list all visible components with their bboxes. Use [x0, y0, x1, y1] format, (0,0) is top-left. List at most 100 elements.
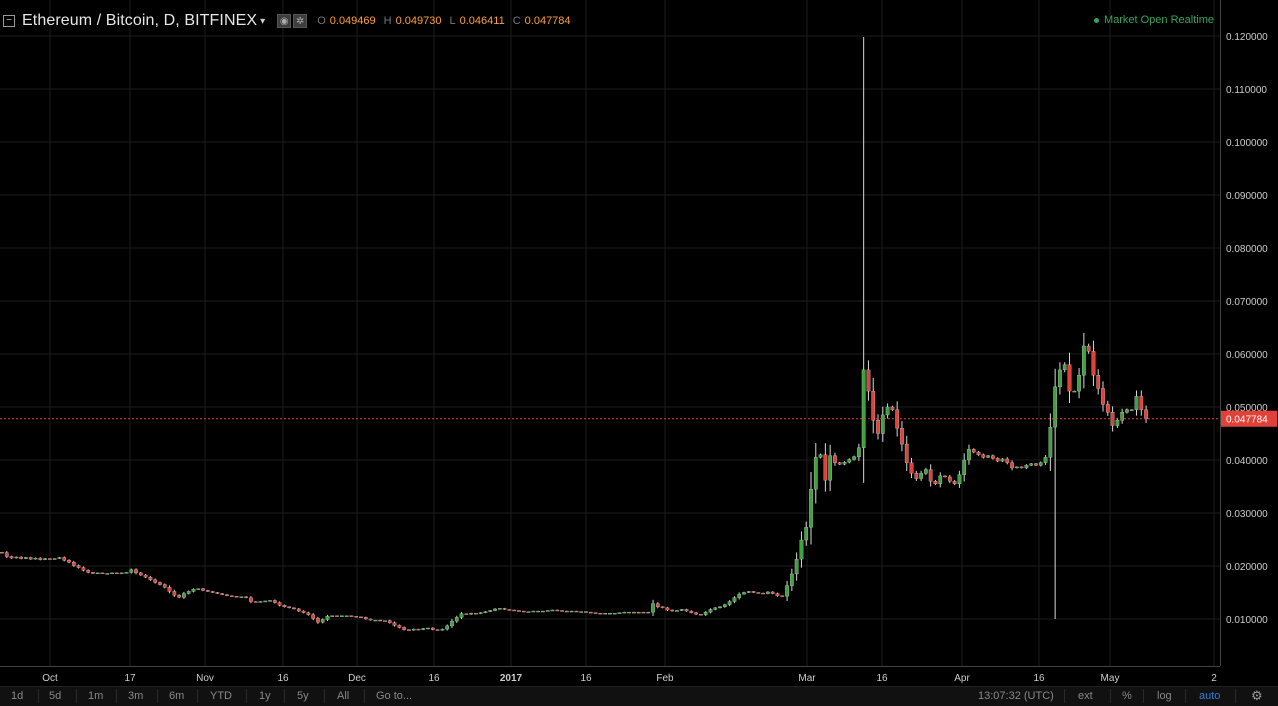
- candle-body: [785, 585, 789, 597]
- candle-body: [1067, 364, 1072, 392]
- candle-body: [593, 612, 598, 614]
- candle-body: [1096, 375, 1101, 389]
- candle-body: [947, 476, 952, 482]
- candle-body: [344, 615, 349, 617]
- candle-body: [1005, 458, 1010, 463]
- candle-body: [622, 611, 627, 614]
- candle-body: [885, 406, 890, 416]
- range-all[interactable]: All: [337, 690, 350, 702]
- symbol-dropdown-icon[interactable]: ▾: [260, 15, 266, 27]
- toggle-percent[interactable]: %: [1122, 690, 1132, 702]
- candle-body: [1053, 386, 1057, 428]
- candle-body: [177, 595, 181, 598]
- candle-body: [684, 609, 689, 612]
- candle-body: [995, 458, 1000, 462]
- candle-body: [1129, 409, 1134, 411]
- range-5d[interactable]: 5d: [49, 690, 62, 702]
- candle-body: [1043, 457, 1048, 463]
- candle-body: [100, 572, 105, 575]
- candle-body: [1086, 345, 1091, 352]
- candle-body: [627, 611, 631, 614]
- price-tick-label: 0.040000: [1226, 456, 1268, 467]
- candle-body: [612, 613, 617, 615]
- candle-body: [679, 609, 684, 611]
- candle-body: [689, 610, 694, 613]
- candle-body: [392, 622, 397, 626]
- candle-body: [383, 620, 387, 622]
- time-tick-label: Apr: [954, 673, 970, 684]
- candle-body: [957, 474, 962, 484]
- candle-body: [134, 569, 138, 574]
- candle-body: [665, 607, 670, 611]
- candle-body: [105, 573, 110, 575]
- candle-body: [287, 606, 292, 609]
- gear-icon[interactable]: ✲: [293, 14, 308, 28]
- candle-body: [445, 625, 450, 630]
- range-5y[interactable]: 5y: [297, 690, 309, 702]
- candle-body: [847, 459, 852, 463]
- candle-body: [215, 592, 220, 594]
- toggle-auto[interactable]: auto: [1199, 690, 1221, 702]
- candle-body: [655, 603, 660, 607]
- candle-body: [866, 369, 871, 392]
- goto-date-button[interactable]: Go to...: [376, 690, 413, 702]
- candle-body: [402, 627, 406, 630]
- toggle-ext[interactable]: ext: [1078, 690, 1093, 702]
- candle-body: [9, 556, 14, 559]
- candle-body: [1000, 458, 1005, 462]
- candle-body: [52, 558, 57, 560]
- candle-body: [1120, 412, 1125, 421]
- price-tick-label: 0.120000: [1226, 32, 1268, 43]
- candle-body: [713, 607, 718, 610]
- toggle-log[interactable]: log: [1157, 690, 1172, 702]
- utc-clock[interactable]: 13:07:32 (UTC): [978, 690, 1054, 702]
- candle-body: [48, 558, 52, 560]
- price-tick-label: 0.070000: [1226, 297, 1268, 308]
- candle-body: [737, 593, 742, 598]
- candle-body: [411, 628, 416, 631]
- symbol-title[interactable]: Ethereum / Bitcoin, D, BITFINEX: [22, 12, 258, 29]
- candle-body: [301, 610, 306, 613]
- candle-body: [790, 573, 794, 586]
- candle-body: [1010, 462, 1014, 469]
- market-status: Market Open Realtime: [1093, 14, 1214, 26]
- candle-body: [95, 572, 100, 575]
- range-1d[interactable]: 1d: [11, 690, 24, 702]
- candle-body: [981, 454, 986, 458]
- candle-body: [153, 579, 158, 583]
- candle-body: [531, 610, 536, 613]
- last-price-badge: [1221, 410, 1277, 427]
- collapse-legend-icon[interactable]: −: [3, 15, 15, 27]
- range-1m[interactable]: 1m: [88, 690, 104, 702]
- range-6m[interactable]: 6m: [169, 690, 185, 702]
- candle-body: [407, 629, 411, 631]
- visibility-icon[interactable]: ◉: [277, 14, 292, 28]
- candle-body: [833, 455, 837, 463]
- candle-body: [268, 600, 272, 602]
- time-tick-label: 16: [1033, 673, 1045, 684]
- candle-body: [904, 443, 909, 463]
- price-chart[interactable]: 0.120000 0.110000 0.100000 0.090000 0.080000…: [0, 0, 1278, 686]
- candle-body: [349, 615, 354, 617]
- toolbar-divider: [76, 689, 77, 703]
- settings-gear-icon[interactable]: ⚙: [1251, 688, 1263, 703]
- price-tick-label: 0.100000: [1226, 138, 1268, 149]
- range-ytd[interactable]: YTD: [210, 690, 232, 702]
- candle-body: [770, 591, 775, 594]
- candle-body: [493, 608, 497, 611]
- candle-body: [861, 369, 866, 448]
- candle-body: [1134, 396, 1139, 410]
- candle-body: [325, 616, 330, 620]
- candle-body: [201, 588, 205, 591]
- price-tick-label: 0.060000: [1226, 350, 1268, 361]
- candle-body: [450, 620, 454, 627]
- candle-body: [732, 597, 737, 602]
- candle-body: [220, 593, 225, 595]
- range-1y[interactable]: 1y: [259, 690, 271, 702]
- candle-body: [435, 629, 440, 631]
- candle-body: [914, 473, 919, 479]
- candle-body: [1072, 390, 1077, 393]
- candle-body: [660, 606, 665, 609]
- candle-body: [646, 611, 651, 614]
- range-3m[interactable]: 3m: [128, 690, 144, 702]
